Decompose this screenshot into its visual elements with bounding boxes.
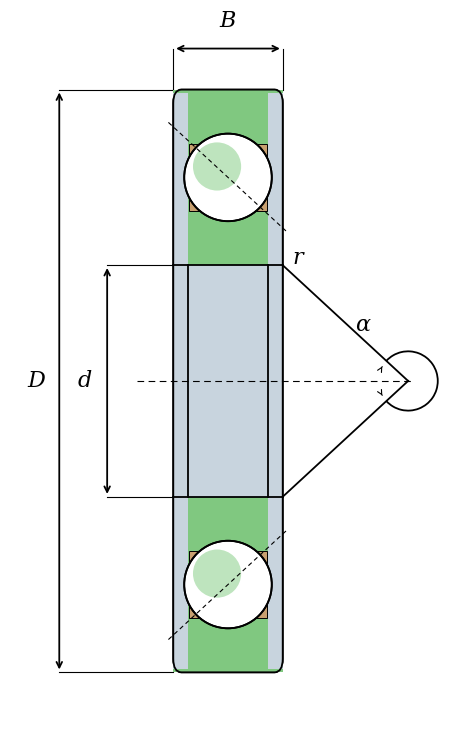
Text: α: α bbox=[354, 314, 369, 336]
Bar bbox=[173, 265, 187, 497]
Bar bbox=[248, 551, 267, 618]
Bar bbox=[268, 93, 282, 265]
Bar bbox=[248, 144, 267, 211]
Bar bbox=[173, 497, 282, 672]
Bar bbox=[173, 497, 187, 669]
Bar bbox=[188, 144, 207, 211]
Bar bbox=[173, 90, 282, 265]
Ellipse shape bbox=[192, 143, 241, 190]
Text: B: B bbox=[219, 10, 236, 32]
FancyBboxPatch shape bbox=[173, 90, 282, 672]
Bar bbox=[268, 265, 282, 497]
Ellipse shape bbox=[184, 134, 271, 221]
Text: d: d bbox=[77, 370, 91, 392]
Bar bbox=[188, 551, 207, 618]
Ellipse shape bbox=[192, 550, 241, 598]
Bar bbox=[173, 93, 187, 265]
Text: r: r bbox=[292, 247, 303, 269]
Text: D: D bbox=[27, 370, 46, 392]
Ellipse shape bbox=[184, 541, 271, 628]
Bar bbox=[173, 265, 282, 497]
Bar bbox=[268, 497, 282, 669]
